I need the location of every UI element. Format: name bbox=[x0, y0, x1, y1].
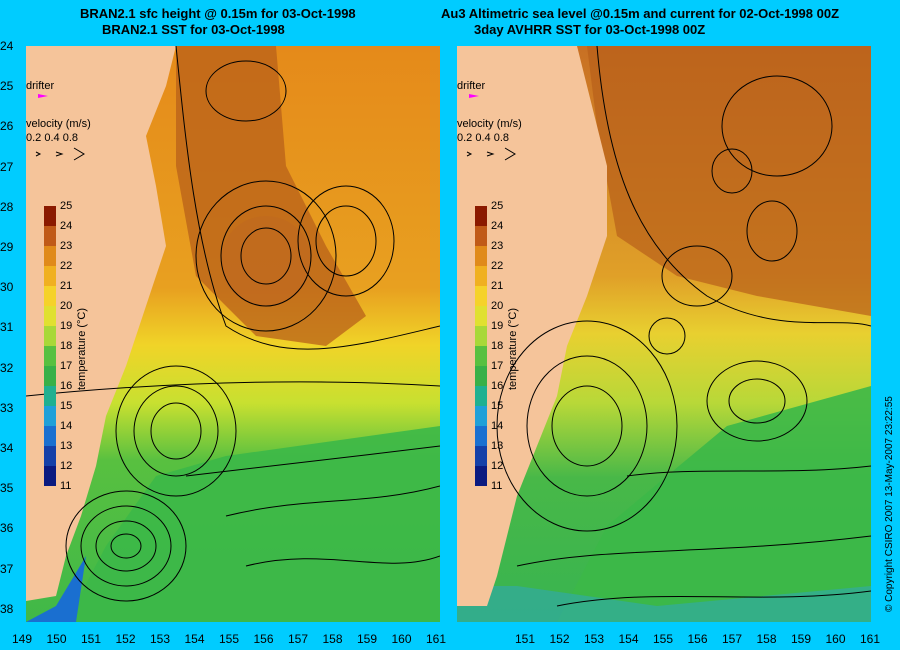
colorbar-tick-label: 16 bbox=[60, 380, 73, 392]
colorbar-tick-label: 15 bbox=[60, 400, 73, 412]
right-velocity-scale: 0.2 0.4 0.8 bbox=[457, 132, 509, 144]
y-axis-tick-label: 32 bbox=[0, 360, 14, 375]
x-axis-tick-label: 152 bbox=[115, 632, 136, 646]
right-map-panel[interactable] bbox=[457, 46, 871, 622]
colorbar-tick-label: 14 bbox=[60, 420, 73, 432]
colorbar-tick-label: 18 bbox=[60, 340, 73, 352]
drifter-marker-icon bbox=[38, 94, 48, 98]
left-velocity-scale: 0.2 0.4 0.8 bbox=[26, 132, 78, 144]
left-velocity-label: velocity (m/s) bbox=[26, 118, 91, 130]
colorbar-tick-label: 12 bbox=[491, 460, 504, 472]
x-axis-tick-label: 151 bbox=[81, 632, 102, 646]
x-axis-right-tick-label: 155 bbox=[653, 632, 674, 646]
y-axis-tick-label: 34 bbox=[0, 441, 14, 455]
colorbar-tick-label: 22 bbox=[60, 260, 73, 272]
left-colorbar bbox=[44, 206, 56, 486]
colorbar-tick-label: 17 bbox=[491, 360, 504, 372]
x-axis-right-tick-label: 159 bbox=[791, 632, 812, 646]
x-axis-right-tick-label: 160 bbox=[825, 632, 846, 646]
x-axis-tick-label: 149 bbox=[12, 632, 33, 646]
x-axis-right-tick-label: 156 bbox=[687, 632, 708, 646]
y-axis-tick-label: 30 bbox=[0, 280, 14, 295]
colorbar-tick-label: 24 bbox=[60, 220, 73, 232]
x-axis-tick-label: 158 bbox=[322, 632, 343, 646]
right-title-line2: 3day AVHRR SST for 03-Oct-1998 00Z bbox=[474, 22, 706, 37]
left-land bbox=[26, 46, 176, 601]
right-title-line1: Au3 Altimetric sea level @0.15m and curr… bbox=[441, 6, 840, 21]
x-axis-tick-label: 155 bbox=[219, 632, 240, 646]
colorbar-tick-label: 24 bbox=[491, 220, 504, 232]
colorbar-tick-label: 14 bbox=[491, 420, 504, 432]
colorbar-tick-label: 19 bbox=[491, 320, 504, 332]
y-axis-tick-label: 26 bbox=[0, 119, 14, 134]
colorbar-tick-label: 20 bbox=[60, 300, 73, 312]
colorbar-tick-label: 21 bbox=[60, 280, 73, 292]
colorbar-tick-label: 23 bbox=[60, 240, 73, 252]
y-axis-tick-label: 25 bbox=[0, 79, 14, 94]
right-land bbox=[457, 46, 607, 606]
colorbar-tick-label: 12 bbox=[60, 460, 73, 472]
x-axis-tick-label: 150 bbox=[46, 632, 67, 646]
y-axis-tick-label: 28 bbox=[0, 199, 14, 214]
colorbar-tick-label: 22 bbox=[491, 260, 504, 272]
colorbar-tick-label: 17 bbox=[60, 360, 73, 372]
x-axis-right-tick-label: 161 bbox=[860, 632, 881, 646]
colorbar-tick-label: 25 bbox=[60, 200, 73, 212]
y-axis-tick-label: 29 bbox=[0, 240, 14, 254]
y-axis-tick-label: 27 bbox=[0, 159, 14, 174]
left-colorbar-title: temperature (°C) bbox=[76, 307, 88, 390]
colorbar-tick-label: 18 bbox=[491, 340, 504, 352]
colorbar-tick-label: 23 bbox=[491, 240, 504, 252]
right-velocity-label: velocity (m/s) bbox=[457, 118, 522, 130]
velocity-arrow-icon bbox=[466, 147, 516, 161]
colorbar-tick-label: 13 bbox=[60, 440, 73, 452]
y-axis-tick-label: 35 bbox=[0, 481, 14, 496]
left-title-line1: BRAN2.1 sfc height @ 0.15m for 03-Oct-19… bbox=[80, 6, 356, 21]
colorbar-tick-label: 11 bbox=[60, 480, 72, 492]
y-axis-tick-label: 31 bbox=[0, 320, 14, 335]
x-axis-tick-label: 154 bbox=[184, 632, 205, 646]
left-title-line2: BRAN2.1 SST for 03-Oct-1998 bbox=[102, 22, 285, 37]
x-axis-right-tick-label: 154 bbox=[618, 632, 639, 646]
y-axis-tick-label: 36 bbox=[0, 521, 14, 536]
right-colorbar bbox=[475, 206, 487, 486]
x-axis-right-tick-label: 153 bbox=[584, 632, 605, 646]
x-axis-right-tick-label: 157 bbox=[722, 632, 743, 646]
x-axis-tick-label: 161 bbox=[426, 632, 447, 646]
x-axis-tick-label: 156 bbox=[253, 632, 274, 646]
right-map-svg bbox=[457, 46, 871, 622]
left-map-svg bbox=[26, 46, 440, 622]
colorbar-tick-label: 11 bbox=[491, 480, 503, 492]
colorbar-tick-label: 20 bbox=[491, 300, 504, 312]
x-axis-tick-label: 160 bbox=[391, 632, 412, 646]
colorbar-tick-label: 19 bbox=[60, 320, 73, 332]
colorbar-tick-label: 16 bbox=[491, 380, 504, 392]
y-axis-tick-label: 38 bbox=[0, 601, 14, 616]
velocity-arrow-icon bbox=[35, 147, 85, 161]
y-axis-tick-label: 37 bbox=[0, 561, 14, 576]
x-axis-tick-label: 157 bbox=[288, 632, 309, 646]
colorbar-tick-label: 21 bbox=[491, 280, 504, 292]
x-axis-right-tick-label: 158 bbox=[756, 632, 777, 646]
x-axis-tick-label: 153 bbox=[150, 632, 171, 646]
copyright-text: © Copyright CSIRO 2007 13-May-2007 23:22… bbox=[884, 396, 895, 612]
right-colorbar-title: temperature (°C) bbox=[507, 307, 519, 390]
colorbar-tick-label: 25 bbox=[491, 200, 504, 212]
colorbar-tick-label: 15 bbox=[491, 400, 504, 412]
y-axis-tick-label: 33 bbox=[0, 400, 14, 415]
x-axis-right-tick-label: 152 bbox=[549, 632, 570, 646]
drifter-marker-icon bbox=[469, 94, 479, 98]
x-axis-tick-label: 159 bbox=[357, 632, 378, 646]
y-axis-tick-label: 24 bbox=[0, 39, 14, 53]
colorbar-tick-label: 13 bbox=[491, 440, 504, 452]
left-drifter-label: drifter bbox=[26, 80, 55, 92]
right-drifter-label: drifter bbox=[457, 80, 486, 92]
x-axis-right-tick-label: 151 bbox=[515, 632, 536, 646]
left-map-panel[interactable] bbox=[26, 46, 440, 622]
